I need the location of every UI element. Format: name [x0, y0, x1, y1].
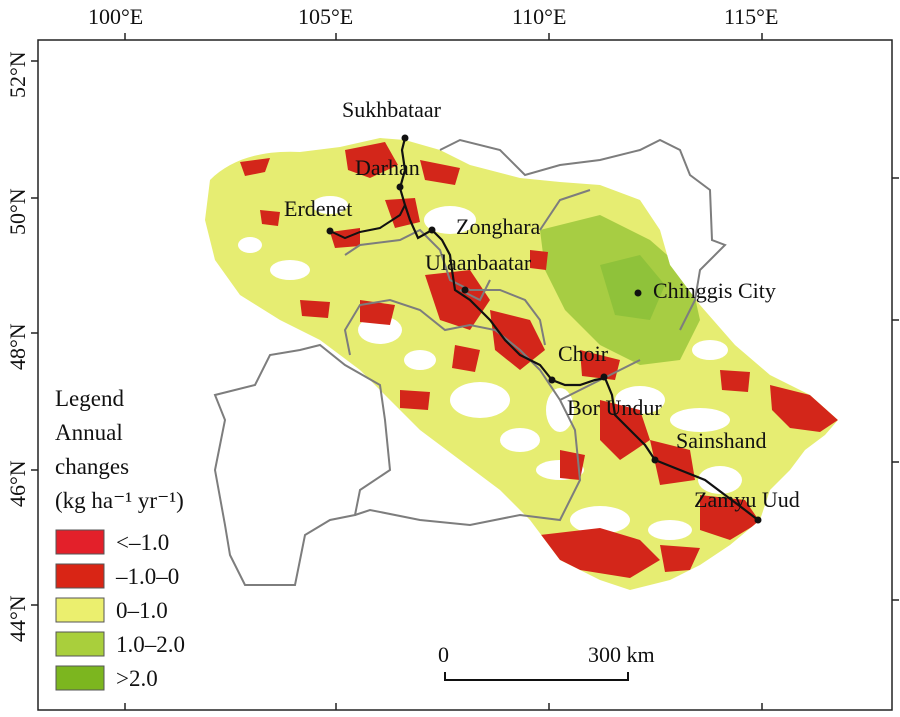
city-dot-bor-undur: [548, 376, 556, 384]
city-label-sainshand: Sainshand: [676, 428, 766, 453]
legend-swatch-4: [55, 631, 105, 657]
legend-swatch-1: [55, 529, 105, 555]
legend-swatch-3: [55, 597, 105, 623]
city-label-erdenet: Erdenet: [284, 196, 352, 221]
legend-title-line-2: Annual: [55, 420, 123, 445]
city-label-darhan: Darhan: [355, 155, 420, 180]
legend-label-4: 1.0–2.0: [116, 632, 185, 657]
city-dot-sainshand: [651, 456, 659, 464]
lat-label-50: 50°N: [5, 188, 30, 235]
legend-label-3: 0–1.0: [116, 598, 168, 623]
lat-label-48: 48°N: [5, 323, 30, 370]
lon-label-110: 110°E: [512, 4, 566, 29]
scale-bar: 0 300 km: [438, 642, 655, 681]
left-axis-labels: 52°N 50°N 48°N 46°N 44°N: [5, 51, 30, 642]
legend-title-line-3: changes: [55, 454, 129, 479]
city-dot-zonghara: [428, 226, 436, 234]
lat-label-52: 52°N: [5, 51, 30, 98]
lat-label-46: 46°N: [5, 460, 30, 507]
city-dot-sukhbataar: [401, 134, 409, 142]
lon-label-105: 105°E: [298, 4, 353, 29]
legend-title-line-1: Legend: [55, 386, 124, 411]
lat-label-44: 44°N: [5, 595, 30, 642]
city-labels: Sukhbataar Darhan Erdenet Zonghara Ulaan…: [284, 97, 800, 512]
graticule-ticks: [31, 33, 899, 710]
scale-start-label: 0: [438, 642, 449, 667]
province-boundaries: [213, 138, 727, 586]
legend-title-line-4: (kg ha⁻¹ yr⁻¹): [55, 488, 184, 513]
legend-label-2: –1.0–0: [115, 564, 179, 589]
city-label-zamyu-uud: Zamyu Uud: [694, 487, 800, 512]
city-dot-ulaanbaatar: [461, 286, 469, 294]
scale-end-label: 300 km: [588, 642, 655, 667]
legend-swatch-2: [55, 563, 105, 589]
change-patches: [238, 142, 838, 578]
city-label-zonghara: Zonghara: [456, 214, 541, 239]
city-label-choir: Choir: [558, 341, 609, 366]
city-label-bor-undur: Bor Undur: [567, 395, 662, 420]
lon-label-100: 100°E: [88, 4, 143, 29]
city-points: [326, 134, 762, 524]
top-axis-labels: 100°E 105°E 110°E 115°E: [88, 4, 778, 29]
city-dot-chinggis-city: [634, 289, 642, 297]
city-dot-darhan: [396, 183, 404, 191]
city-dot-choir: [600, 373, 608, 381]
legend: Legend Annual changes (kg ha⁻¹ yr⁻¹) <–1…: [55, 386, 185, 691]
city-label-ulaanbaatar: Ulaanbaatar: [425, 250, 532, 275]
lon-label-115: 115°E: [724, 4, 778, 29]
city-dot-erdenet: [326, 227, 334, 235]
legend-swatch-5: [55, 665, 105, 691]
legend-label-5: >2.0: [116, 666, 158, 691]
city-label-chinggis-city: Chinggis City: [653, 278, 776, 303]
city-label-sukhbataar: Sukhbataar: [342, 97, 442, 122]
legend-label-1: <–1.0: [116, 530, 169, 555]
erdenet-branch: [329, 204, 406, 240]
city-dot-zamyu-uud: [754, 516, 762, 524]
